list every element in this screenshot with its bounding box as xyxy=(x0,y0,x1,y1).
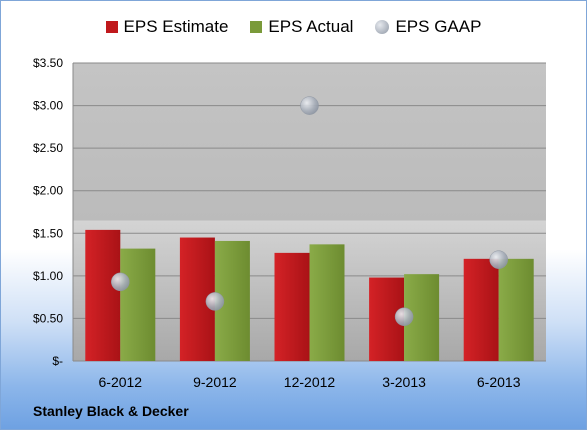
legend-label-eps-actual: EPS Actual xyxy=(268,17,354,36)
x-tick-label: 6-2013 xyxy=(477,374,521,390)
legend: EPS Estimate EPS Actual EPS GAAP xyxy=(1,17,586,37)
dot-eps-gaap xyxy=(111,272,130,292)
y-tick-label: $3.00 xyxy=(33,99,63,113)
company-name: Stanley Black & Decker xyxy=(33,403,189,419)
dot-eps-gaap xyxy=(394,307,414,326)
x-tick-label: 3-2013 xyxy=(382,374,426,390)
legend-item-eps-gaap: EPS GAAP xyxy=(375,17,481,37)
y-tick-label: $1.00 xyxy=(33,269,63,283)
y-tick-label: $2.50 xyxy=(33,141,63,155)
y-tick-label: $3.50 xyxy=(33,56,63,70)
y-tick-label: $1.50 xyxy=(33,226,63,240)
legend-label-eps-gaap: EPS GAAP xyxy=(395,17,482,36)
y-tick-label: $- xyxy=(52,354,63,368)
bar-eps-estimate xyxy=(274,252,310,361)
x-tick-label: 6-2012 xyxy=(99,374,143,390)
legend-marker-eps-gaap xyxy=(375,20,390,34)
bar-eps-estimate xyxy=(85,229,121,361)
bar-eps-estimate xyxy=(463,258,499,361)
legend-swatch-eps-actual xyxy=(250,21,263,33)
bar-eps-actual xyxy=(309,244,345,361)
x-tick-label: 12-2012 xyxy=(284,374,336,390)
legend-item-eps-estimate: EPS Estimate xyxy=(105,17,229,37)
y-tick-label: $2.00 xyxy=(33,184,63,198)
legend-item-eps-actual: EPS Actual xyxy=(250,17,353,37)
dot-eps-gaap xyxy=(489,250,508,269)
y-tick-label: $0.50 xyxy=(33,311,63,325)
bar-eps-actual xyxy=(120,248,156,361)
bar-eps-actual xyxy=(498,258,534,361)
x-tick-label: 9-2012 xyxy=(193,374,237,390)
legend-swatch-eps-estimate xyxy=(105,21,118,33)
dot-eps-gaap xyxy=(300,96,319,115)
legend-label-eps-estimate: EPS Estimate xyxy=(123,17,229,36)
dot-eps-gaap xyxy=(205,292,225,311)
